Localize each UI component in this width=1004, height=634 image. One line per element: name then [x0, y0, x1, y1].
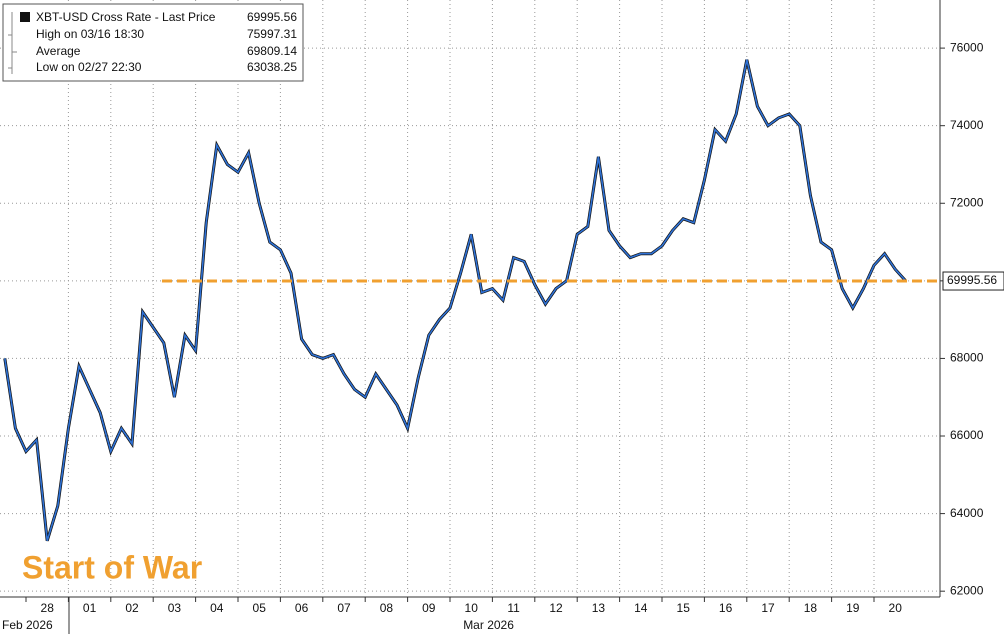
- legend-value: 75997.31: [247, 27, 297, 41]
- annotation: Start of War: [22, 549, 202, 585]
- legend: XBT-USD Cross Rate - Last Price 69995.56…: [2, 3, 304, 82]
- x-tick-label: 07: [337, 601, 351, 615]
- legend-value: 69809.14: [247, 44, 297, 58]
- price-line: [4, 59, 907, 542]
- month-label: Mar 2026: [463, 618, 514, 632]
- y-tick-label: 74000: [950, 118, 984, 132]
- x-tick-label: 05: [253, 601, 267, 615]
- x-tick-label: 10: [465, 601, 479, 615]
- last-price-label: 69995.56: [947, 273, 997, 287]
- x-tick-label: 13: [592, 601, 606, 615]
- x-tick-label: 18: [804, 601, 818, 615]
- x-tick-label: 17: [761, 601, 775, 615]
- legend-label: Low on 02/27 22:30: [36, 60, 142, 74]
- y-tick-label: 62000: [950, 583, 984, 597]
- month-label: Feb 2026: [2, 618, 53, 632]
- y-tick-label: 76000: [950, 40, 984, 54]
- x-tick-label: 12: [549, 601, 563, 615]
- legend-label: Average: [36, 44, 81, 58]
- x-tick-label: 06: [295, 601, 309, 615]
- y-tick-label: 66000: [950, 428, 984, 442]
- x-tick-label: 08: [380, 601, 394, 615]
- x-tick-label: 20: [889, 601, 903, 615]
- last-price-box: [942, 271, 1004, 291]
- y-tick-label: 64000: [950, 506, 984, 520]
- x-tick-label: 04: [210, 601, 224, 615]
- legend-swatch: [20, 12, 30, 22]
- x-tick-label: 11: [507, 601, 520, 615]
- legend-value: 69995.56: [247, 10, 297, 24]
- x-tick-label: 15: [677, 601, 691, 615]
- x-tick-label: 02: [125, 601, 139, 615]
- x-tick-label: 28: [41, 601, 55, 615]
- legend-value: 63038.25: [247, 60, 297, 74]
- legend-label: XBT-USD Cross Rate - Last Price: [36, 10, 216, 24]
- x-tick-label: 16: [719, 601, 733, 615]
- x-tick-label: 01: [83, 601, 97, 615]
- legend-box: [2, 3, 304, 82]
- x-tick-label: 14: [634, 601, 648, 615]
- legend-label: High on 03/16 18:30: [36, 27, 144, 41]
- y-tick-label: 68000: [950, 351, 984, 365]
- x-tick-label: 03: [168, 601, 182, 615]
- y-tick-label: 72000: [950, 195, 984, 209]
- legend-tree: [8, 12, 17, 74]
- x-tick-label: 19: [846, 601, 860, 615]
- x-tick-label: 09: [422, 601, 436, 615]
